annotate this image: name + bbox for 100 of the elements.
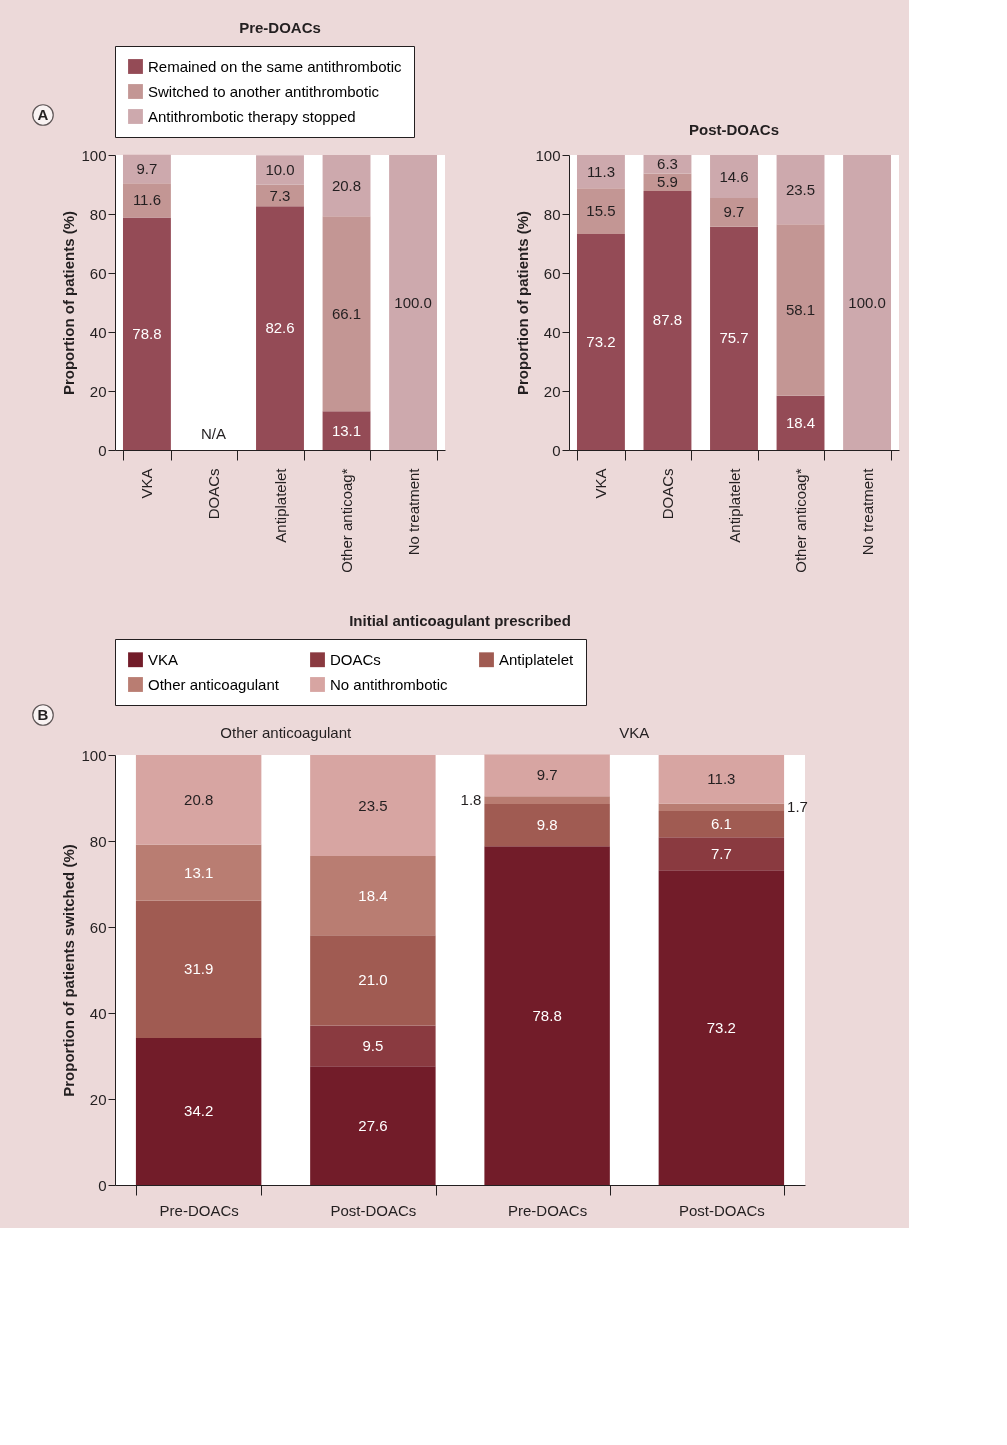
y-tick-label: 100 [81,146,107,164]
data-label: 21.0 [358,971,388,989]
bar [776,224,825,396]
legend-label: Antithrombotic therapy stopped [148,107,356,125]
data-label: 9.7 [536,766,558,784]
bar [710,226,758,450]
data-label: 78.8 [132,324,162,342]
bar [576,155,625,189]
x-tick-label: Pre-DOACs [508,1201,588,1219]
legend-label: Switched to another antithrombotic [148,82,380,100]
data-label: 82.6 [265,319,295,337]
bar [256,206,304,450]
legend-label: Antiplatelet [499,650,575,668]
data-label: 13.1 [184,863,214,881]
x-tick-label: VKA [138,468,156,499]
y-tick-label: 40 [543,323,561,341]
data-label: 100.0 [848,293,886,311]
data-label: 10.0 [265,161,295,179]
bar [658,870,785,1185]
bar [484,796,610,805]
data-label: 66.1 [331,304,362,322]
x-tick-label: Post-DOACs [678,1201,765,1219]
data-label: 15.5 [586,202,616,220]
x-tick-label: Other anticoag* [792,468,810,573]
bar [576,234,625,450]
bar [710,198,758,227]
legend-label: No antithrombotic [330,675,449,693]
bar [322,155,371,217]
data-label: 1.8 [460,791,482,809]
legend-label: VKA [148,650,179,668]
data-label: 6.3 [657,155,678,173]
y-tick-label: 40 [89,323,107,341]
x-tick-label: Antiplatelet [725,467,743,543]
bar [122,183,171,218]
data-label: 73.2 [706,1018,736,1036]
x-tick-label: Post-DOACs [330,1201,417,1219]
bar [776,155,825,225]
data-label: 7.3 [269,186,291,204]
bar [389,155,438,450]
bar [658,837,785,871]
y-tick-label: 100 [535,146,561,164]
bar [135,900,262,1038]
data-label: 5.9 [657,173,678,191]
bar [135,844,262,901]
data-label: 9.5 [362,1036,384,1054]
data-label: 9.7 [723,203,745,221]
data-label: 58.1 [785,301,816,319]
legend-label: DOACs [330,650,381,668]
bar [658,810,785,838]
chart-title: Pre-DOACs [239,18,321,36]
bar [122,154,171,184]
data-label: 9.8 [536,816,558,834]
y-tick-label: 60 [89,918,107,936]
y-tick-label: 20 [89,382,107,400]
bar [776,395,825,450]
x-tick-label: No treatment [858,467,876,556]
bar [643,190,692,450]
y-tick-label: 80 [543,205,561,223]
y-tick-label: 80 [89,205,107,223]
chart-title: Initial anticoagulant prescribed [349,611,571,629]
data-label: 78.8 [532,1006,562,1024]
data-label: 31.9 [184,960,214,978]
bar [710,155,758,199]
chart-title: Post-DOACs [688,121,780,138]
data-label: 20.8 [184,790,214,808]
annotation: N/A [200,425,226,442]
data-label: 27.6 [358,1116,388,1134]
bar [843,155,892,450]
bar [135,1037,262,1185]
x-tick-label: VKA [592,468,610,499]
y-tick-label: 0 [552,441,561,459]
bar [310,856,436,936]
bar [484,804,610,847]
data-label: 7.7 [710,844,732,862]
data-label: 100.0 [394,293,432,311]
text: Other anticoagulant [220,724,353,741]
data-label: 9.7 [136,160,158,178]
y-tick-label: 40 [89,1004,107,1022]
y-axis-title: Proportion of patients (%) [60,210,78,396]
data-label: 18.4 [785,413,816,431]
bar [310,935,436,1026]
legend-label: Other anticoagulant [148,675,280,693]
text: VKA [619,724,650,741]
x-tick-label: DOACs [204,468,222,520]
data-label: 13.1 [331,421,362,439]
bar [658,803,785,811]
data-label: 11.3 [707,770,736,788]
y-tick-label: 60 [543,264,561,282]
y-axis-title: Proportion of patients switched (%) [60,844,78,1097]
y-tick-label: 0 [98,441,107,459]
y-tick-label: 20 [543,382,561,400]
data-label: 14.6 [719,167,749,185]
data-label: 23.5 [358,796,388,814]
text: B [37,706,49,723]
x-tick-label: No treatment [404,467,422,556]
bar [310,755,436,857]
bar [658,755,785,804]
data-label: 73.2 [586,333,616,351]
data-label: 11.6 [132,191,161,209]
data-label: 34.2 [184,1102,214,1120]
